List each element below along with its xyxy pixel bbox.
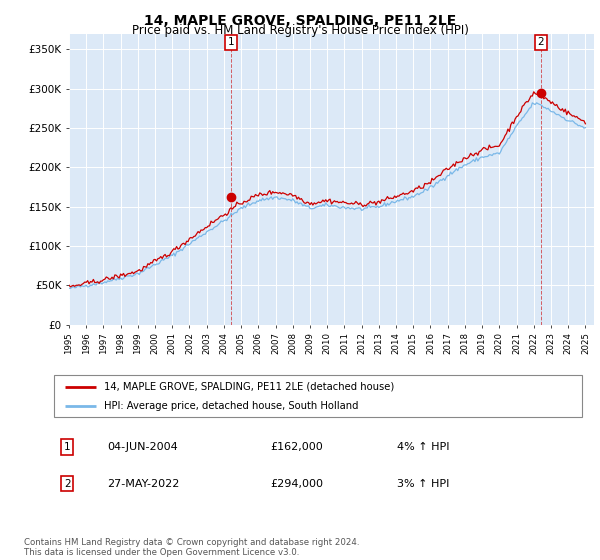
Text: 1: 1: [228, 38, 235, 48]
Text: £162,000: £162,000: [271, 442, 323, 452]
Text: 14, MAPLE GROVE, SPALDING, PE11 2LE (detached house): 14, MAPLE GROVE, SPALDING, PE11 2LE (det…: [104, 381, 394, 391]
Text: 14, MAPLE GROVE, SPALDING, PE11 2LE: 14, MAPLE GROVE, SPALDING, PE11 2LE: [144, 14, 456, 28]
Text: 2: 2: [538, 38, 544, 48]
Text: Price paid vs. HM Land Registry's House Price Index (HPI): Price paid vs. HM Land Registry's House …: [131, 24, 469, 37]
Text: 04-JUN-2004: 04-JUN-2004: [107, 442, 178, 452]
Text: £294,000: £294,000: [271, 479, 323, 488]
Text: 27-MAY-2022: 27-MAY-2022: [107, 479, 179, 488]
Text: 2: 2: [64, 479, 71, 488]
Text: 1: 1: [64, 442, 71, 452]
Text: 3% ↑ HPI: 3% ↑ HPI: [397, 479, 449, 488]
Text: HPI: Average price, detached house, South Holland: HPI: Average price, detached house, Sout…: [104, 401, 359, 411]
Text: Contains HM Land Registry data © Crown copyright and database right 2024.
This d: Contains HM Land Registry data © Crown c…: [24, 538, 359, 557]
Text: 4% ↑ HPI: 4% ↑ HPI: [397, 442, 450, 452]
FancyBboxPatch shape: [54, 375, 582, 417]
